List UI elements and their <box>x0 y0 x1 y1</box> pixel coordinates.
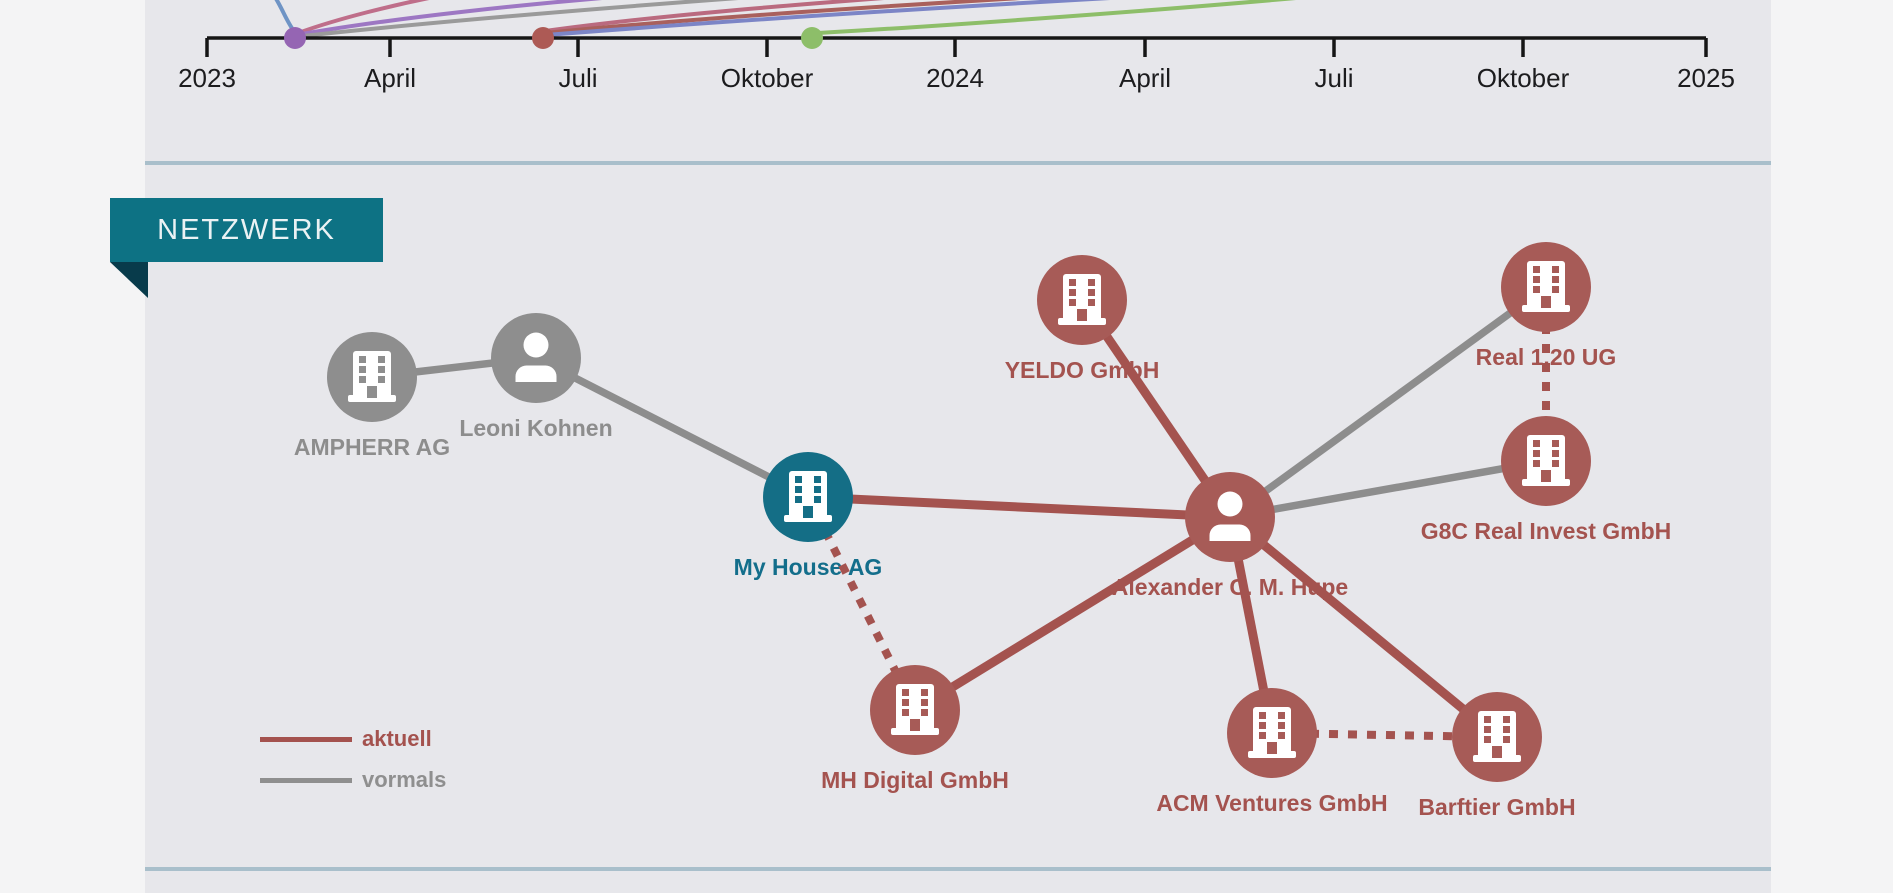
node-circle-kohnen[interactable] <box>491 313 581 403</box>
axis-tick-label: Oktober <box>721 63 814 93</box>
network-node-acm[interactable] <box>1227 688 1317 778</box>
network-node-barftier[interactable] <box>1452 692 1542 782</box>
series-rose-a <box>299 0 430 34</box>
timeline-chart: 2023 April Juli Oktober 2024 April Juli Oktober… <box>178 0 1735 93</box>
axis-tick-label: 2023 <box>178 63 236 93</box>
series-gray <box>301 0 739 38</box>
edge-real120-hupe <box>1227 283 1549 521</box>
series-rose-b <box>543 0 884 33</box>
person-icon <box>1209 491 1251 541</box>
legend-label-aktuell: aktuell <box>362 726 432 751</box>
series-indigo <box>544 0 1111 37</box>
event-dot-purple[interactable] <box>284 27 306 49</box>
legend-label-vormals: vormals <box>362 767 447 792</box>
section-divider-top <box>145 161 1771 165</box>
building-icon <box>1058 274 1106 325</box>
edge-myhouse-hupe <box>807 492 1231 522</box>
network-node-hupe[interactable] <box>1185 472 1275 562</box>
network-node-kohnen[interactable] <box>491 313 581 403</box>
building-icon <box>1522 261 1570 312</box>
event-dot-green[interactable] <box>801 27 823 49</box>
axis-tick-label: April <box>1119 63 1171 93</box>
series-violet <box>300 0 603 36</box>
building-icon <box>1473 711 1521 762</box>
axis-tick-label: 2025 <box>1677 63 1735 93</box>
network-node-real120[interactable] <box>1501 242 1591 332</box>
network-node-mhdigital[interactable] <box>870 665 960 755</box>
node-label-mhdigital[interactable]: MH Digital GmbH <box>821 767 1009 793</box>
network-node-myhouse[interactable] <box>763 452 853 542</box>
building-icon <box>348 351 396 402</box>
node-label-ampherr[interactable]: AMPHERR AG <box>294 434 450 460</box>
edge-kohnen-myhouse <box>534 354 810 501</box>
axis-tick-label: 2024 <box>926 63 984 93</box>
axis-tick-label: Juli <box>558 63 597 93</box>
section-ribbon-netzwerk: NETZWERK <box>110 198 383 262</box>
series-green <box>816 0 1296 35</box>
ribbon-fold <box>110 262 148 298</box>
node-circle-hupe[interactable] <box>1185 472 1275 562</box>
axis-tick-label: Oktober <box>1477 63 1570 93</box>
section-title: NETZWERK <box>157 213 336 246</box>
edge-g8c-hupe <box>1229 457 1547 521</box>
node-label-g8c[interactable]: G8C Real Invest GmbH <box>1421 518 1672 544</box>
section-divider-bottom <box>145 867 1771 871</box>
series-blue <box>274 0 296 33</box>
axis-tick-label: April <box>364 63 416 93</box>
person-icon <box>515 332 557 382</box>
node-label-myhouse[interactable]: My House AG <box>734 554 883 580</box>
legend-item-aktuell: aktuell <box>260 728 432 750</box>
network-node-yeldo[interactable] <box>1037 255 1127 345</box>
series-maroon <box>543 0 1021 35</box>
node-label-kohnen[interactable]: Leoni Kohnen <box>459 415 612 441</box>
node-label-barftier[interactable]: Barftier GmbH <box>1418 794 1575 820</box>
axis-tick-label: Juli <box>1314 63 1353 93</box>
edge-barftier-hupe <box>1227 513 1500 741</box>
legend-item-vormals: vormals <box>260 769 446 791</box>
event-dot-red[interactable] <box>532 27 554 49</box>
building-icon <box>784 471 832 522</box>
node-label-acm[interactable]: ACM Ventures GmbH <box>1156 790 1387 816</box>
legend-swatch-vormals <box>260 777 352 783</box>
building-icon <box>1248 707 1296 758</box>
network-node-ampherr[interactable] <box>327 332 417 422</box>
legend-swatch-aktuell <box>260 736 352 742</box>
network-node-g8c[interactable] <box>1501 416 1591 506</box>
edge-mhdigital-hupe <box>912 513 1233 714</box>
building-icon <box>1522 435 1570 486</box>
building-icon <box>891 684 939 735</box>
